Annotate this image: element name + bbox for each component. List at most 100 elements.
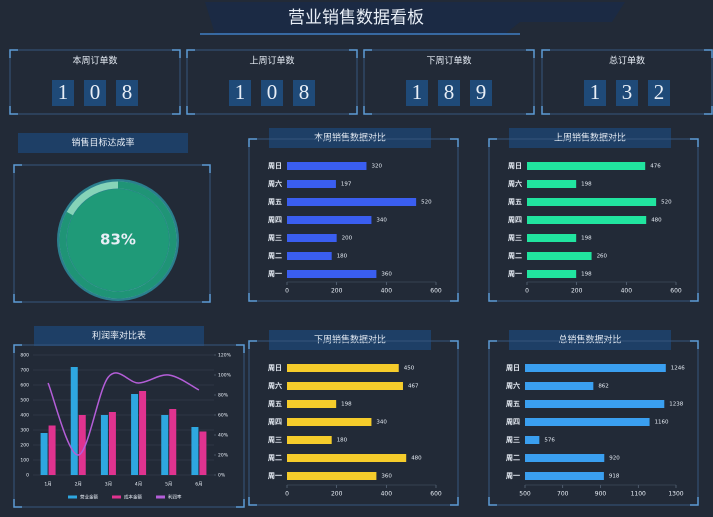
kpi-label: 上周订单数 [249, 55, 294, 67]
y2-tick-label: 100% [218, 373, 232, 379]
panel-corner [690, 497, 699, 506]
bar [525, 472, 604, 480]
panel-corner [236, 499, 245, 508]
bar [287, 198, 417, 206]
digit: 1 [58, 80, 69, 104]
category-label: 周五 [506, 399, 520, 408]
digit: 0 [90, 80, 101, 104]
bar-value-label: 360 [381, 474, 392, 480]
legend-label: 利润率 [168, 494, 182, 501]
digit: 1 [235, 80, 246, 104]
digit: 1 [412, 80, 423, 104]
panel-corner [526, 49, 535, 58]
panel-title-box [34, 326, 204, 346]
bar-value-label: 1246 [671, 366, 685, 372]
bar [525, 454, 605, 462]
legend-swatch [156, 495, 165, 499]
bar [287, 364, 399, 372]
panel-corner [690, 293, 699, 302]
panel-corner [202, 164, 211, 173]
digit-box [84, 80, 106, 106]
bar [108, 412, 116, 475]
bar [287, 382, 403, 390]
panel-corner [488, 340, 497, 349]
bar-value-label: 340 [376, 218, 387, 224]
y-tick-label: 100 [20, 458, 29, 464]
category-label: 周六 [508, 179, 522, 188]
digit: 2 [654, 80, 665, 104]
panel-corner [488, 138, 497, 147]
bar-value-label: 180 [337, 254, 348, 260]
x-tick-label: 1100 [631, 491, 646, 498]
page-title: 营业销售数据看板 [288, 8, 424, 28]
bar-value-label: 198 [341, 402, 352, 408]
x-tick-label: 0 [285, 491, 289, 498]
bar [48, 425, 56, 475]
category-label: 周日 [508, 161, 522, 170]
digit-box [52, 80, 74, 106]
gauge-value: 83% [100, 231, 136, 249]
bar-value-label: 480 [411, 456, 422, 462]
bar [287, 454, 407, 462]
panel-corner [541, 106, 550, 115]
panel-corner [349, 49, 358, 58]
category-label: 周四 [508, 215, 522, 224]
panel-corner [172, 106, 181, 115]
panel-corner [202, 294, 211, 303]
panel [541, 49, 713, 115]
panel-corner [450, 138, 459, 147]
panel-title-box [509, 330, 671, 350]
panel-corner [363, 106, 372, 115]
bar [161, 415, 169, 475]
x-tick-label: 200 [571, 288, 583, 295]
bar [139, 391, 147, 475]
panel-corner [13, 164, 22, 173]
kpi-label: 本周订单数 [72, 55, 117, 67]
bar [199, 431, 207, 475]
x-tick-label: 600 [430, 491, 442, 498]
bar [527, 234, 577, 242]
panel-corner [690, 138, 699, 147]
bar [527, 270, 577, 278]
category-label: 周日 [506, 363, 520, 372]
bar-value-label: 198 [581, 236, 592, 242]
panel-title: 总销售数据对比 [558, 334, 621, 346]
panel [248, 138, 459, 302]
digit: 8 [444, 80, 455, 104]
bar-value-label: 480 [651, 218, 662, 224]
category-label: 周日 [268, 363, 282, 372]
bar [287, 270, 377, 278]
y2-tick-label: 20% [218, 453, 229, 459]
bar [527, 180, 577, 188]
bar-value-label: 520 [661, 200, 672, 206]
bar [525, 364, 666, 372]
panel-corner [541, 49, 550, 58]
y2-tick-label: 40% [218, 433, 229, 439]
bar [287, 418, 372, 426]
bar [287, 216, 372, 224]
category-label: 周日 [268, 161, 282, 170]
category-label: 周一 [268, 471, 282, 480]
x-tick-label: 1月 [44, 482, 51, 488]
panel-corner [172, 49, 181, 58]
digit-box [293, 80, 315, 106]
panel-title: 销售目标达成率 [71, 137, 134, 149]
gauge-arc [59, 181, 177, 299]
x-tick-label: 2月 [75, 482, 82, 488]
bar [100, 415, 108, 475]
digit-box [438, 80, 460, 106]
category-label: 周二 [268, 453, 282, 462]
bar [287, 252, 332, 260]
y2-tick-label: 60% [218, 413, 229, 419]
category-label: 周三 [268, 435, 282, 444]
bar-value-label: 1238 [669, 402, 683, 408]
bar [287, 472, 377, 480]
category-label: 周四 [268, 215, 282, 224]
category-label: 周六 [268, 179, 282, 188]
digit: 0 [267, 80, 278, 104]
bar-value-label: 198 [581, 182, 592, 188]
bar [287, 180, 336, 188]
digit-box [229, 80, 251, 106]
